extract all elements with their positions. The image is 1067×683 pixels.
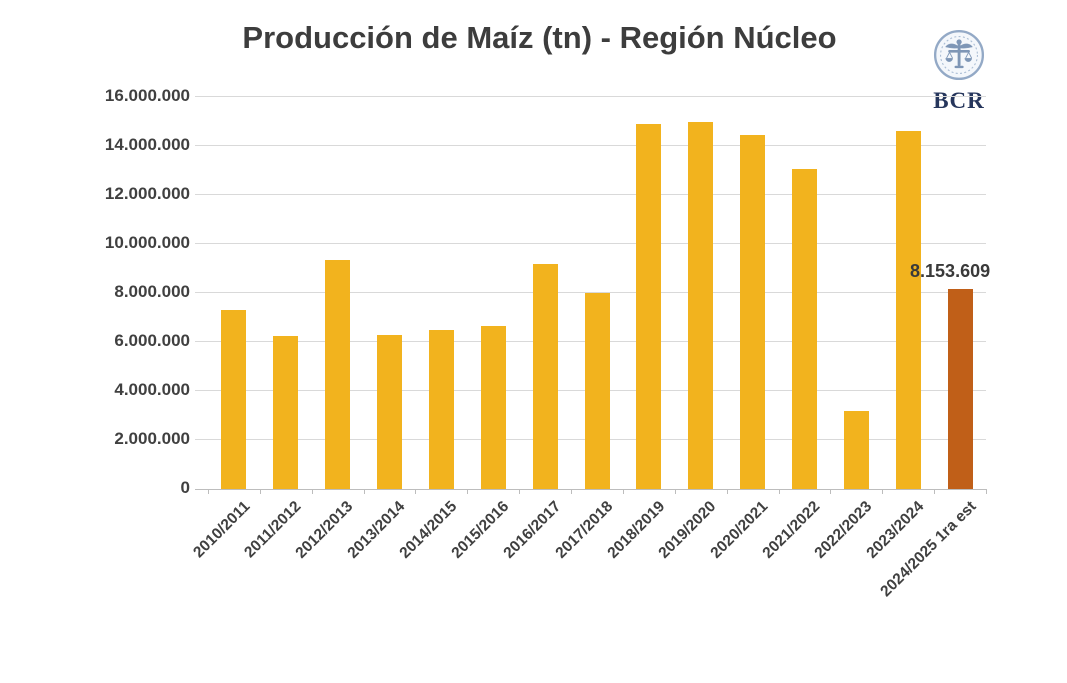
- x-axis-tick: [467, 489, 469, 494]
- x-axis-tick: [726, 489, 728, 494]
- bar-2012-2013: [325, 259, 351, 489]
- x-axis-tick: [674, 489, 676, 494]
- gridline-8000000: [195, 292, 986, 293]
- bar-2018-2019: [636, 123, 662, 489]
- plot-area: 2010/2011 2011/2012 2012/2013 2013/2014 2014…: [190, 96, 990, 600]
- y-tick-label-14.000.000: 14.000.000: [104, 135, 190, 154]
- y-tick-label-8.000.000: 8.000.000: [114, 282, 190, 301]
- bar-2019-2020: [688, 121, 714, 489]
- bar-2015-2016: [480, 326, 506, 489]
- bar-2016-2017: [532, 263, 558, 489]
- gridline-10000000: [195, 243, 986, 244]
- x-axis-tick: [986, 489, 987, 494]
- data-label-2024-2025: 8.153.609: [910, 261, 991, 282]
- x-axis-tick: [311, 489, 313, 494]
- gridline-14000000: [195, 145, 986, 146]
- bar-2013-2014: [377, 334, 403, 489]
- bcr-seal-icon: [932, 29, 986, 86]
- x-axis-tick: [882, 489, 884, 494]
- y-tick-label-12.000.000: 12.000.000: [104, 184, 190, 203]
- y-tick-label-4.000.000: 4.000.000: [114, 380, 190, 399]
- bar-2010-2011: [221, 310, 247, 489]
- bcr-logo: BCR: [924, 28, 994, 114]
- y-tick-label-6.000.000: 6.000.000: [114, 331, 190, 350]
- x-axis-tick: [415, 489, 417, 494]
- gridline-12000000: [195, 194, 986, 195]
- bar-2023-2024: [895, 131, 921, 489]
- y-tick-label-0: 0: [180, 478, 190, 497]
- x-axis-tick: [622, 489, 624, 494]
- x-axis-tick: [934, 489, 936, 494]
- x-axis-line: [195, 489, 986, 490]
- x-axis-tick: [830, 489, 832, 494]
- bar-2014-2015: [428, 329, 454, 489]
- gridline-16000000: [195, 96, 986, 97]
- x-axis-tick: [778, 489, 780, 494]
- x-axis-tick: [363, 489, 365, 494]
- bar-2021-2022: [791, 169, 817, 489]
- y-tick-label-10.000.000: 10.000.000: [104, 233, 190, 252]
- y-tick-label-16.000.000: 16.000.000: [104, 86, 190, 105]
- bar-2017-2018: [584, 293, 610, 489]
- bar-2024-2025-1ra-est: [947, 289, 973, 489]
- chart-title: Producción de Maíz (tn) - Región Núcleo: [242, 20, 837, 55]
- x-axis-tick: [208, 489, 209, 494]
- y-tick-label-2.000.000: 2.000.000: [114, 429, 190, 448]
- bar-2022-2023: [843, 410, 869, 489]
- bar-2011-2012: [273, 335, 299, 489]
- x-axis-tick: [519, 489, 521, 494]
- x-axis-tick: [571, 489, 573, 494]
- bcr-logo-text: BCR: [933, 88, 985, 113]
- x-axis-tick: [259, 489, 261, 494]
- bar-2020-2021: [740, 134, 766, 489]
